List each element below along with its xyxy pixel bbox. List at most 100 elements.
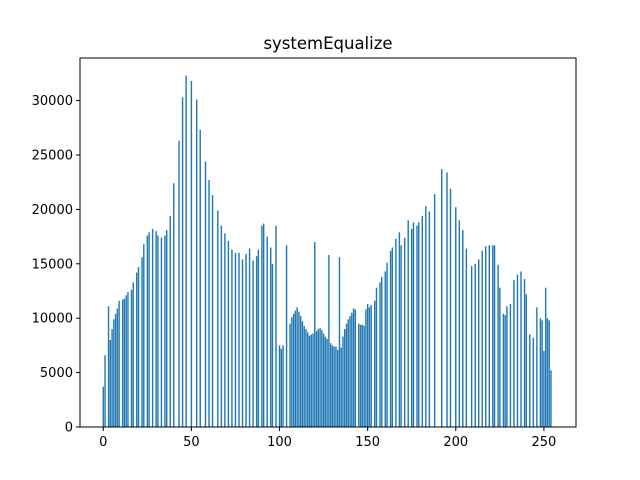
bar (113, 319, 115, 427)
bar (543, 350, 545, 427)
bar (398, 232, 401, 427)
bar (546, 318, 549, 427)
bar (291, 317, 293, 427)
bar (280, 348, 282, 427)
bar (520, 271, 522, 427)
bar (109, 339, 112, 427)
bar (220, 225, 223, 427)
bar (278, 345, 281, 427)
bar (418, 222, 420, 427)
bar (310, 334, 312, 427)
bar (363, 325, 365, 427)
bar (455, 207, 457, 427)
bar (433, 194, 436, 427)
bar (411, 228, 413, 427)
bar (386, 262, 388, 427)
chart-title: systemEqualize (263, 34, 392, 53)
bar (485, 246, 487, 427)
bar (125, 295, 127, 427)
bar (544, 287, 547, 427)
bar (335, 346, 337, 427)
bar (116, 308, 119, 427)
bar (428, 211, 431, 427)
bar (312, 333, 314, 427)
bar (536, 307, 538, 427)
bar (352, 308, 355, 427)
bar (333, 346, 335, 427)
bar (282, 345, 284, 427)
x-tick-label: 200 (443, 435, 468, 450)
bar (245, 254, 247, 427)
bar (345, 323, 348, 427)
bar (349, 316, 351, 427)
bar (449, 188, 452, 427)
bar (185, 75, 187, 428)
x-tick-label: 150 (355, 435, 380, 450)
bar (506, 306, 508, 427)
x-tick-label: 50 (183, 435, 200, 450)
bar (365, 309, 367, 427)
bar (416, 225, 418, 427)
bar (351, 312, 353, 427)
bar (532, 337, 535, 427)
bar (160, 237, 163, 427)
bar (303, 325, 305, 427)
x-tick-label: 100 (267, 435, 292, 450)
bar (121, 299, 124, 427)
bar (331, 345, 334, 427)
bar (104, 355, 106, 427)
bar (204, 161, 207, 428)
bar (234, 252, 237, 427)
bar (111, 329, 113, 427)
bar (374, 300, 376, 427)
bar (329, 343, 332, 427)
bar (381, 276, 383, 427)
bar (322, 333, 325, 427)
bar (326, 338, 328, 427)
bar (315, 331, 318, 427)
bar (548, 320, 550, 427)
bar (262, 223, 265, 427)
y-tick-label: 30000 (32, 94, 73, 109)
bar (217, 210, 219, 427)
bar (446, 172, 448, 427)
bar (502, 313, 505, 427)
bar (492, 245, 494, 427)
bar (336, 349, 339, 427)
bar (347, 319, 349, 427)
bar (319, 327, 321, 427)
bar (130, 289, 133, 427)
bar (305, 329, 307, 427)
bar (504, 314, 506, 427)
bar (107, 306, 110, 427)
y-tick-label: 20000 (32, 203, 73, 218)
bar (361, 324, 364, 427)
bar (440, 169, 443, 428)
bar (127, 292, 129, 427)
y-tick-label: 10000 (32, 312, 73, 327)
bar (412, 222, 415, 427)
bar (358, 323, 360, 427)
bar (224, 233, 226, 427)
bar (181, 97, 184, 427)
bar (541, 320, 543, 427)
bar (296, 307, 298, 427)
axes-frame (79, 57, 577, 428)
bar (400, 245, 402, 427)
bar (266, 236, 268, 427)
bar (136, 272, 138, 427)
bar (470, 265, 473, 427)
bar (509, 304, 512, 427)
bar (338, 257, 341, 427)
bar (289, 323, 291, 427)
bar (199, 129, 201, 427)
bar (298, 311, 300, 427)
bar (257, 249, 260, 427)
bar (403, 237, 406, 427)
bar (178, 140, 180, 427)
bar (425, 206, 427, 427)
bar (328, 255, 330, 427)
bar (275, 225, 277, 427)
bar (155, 231, 157, 427)
bar (366, 304, 369, 427)
